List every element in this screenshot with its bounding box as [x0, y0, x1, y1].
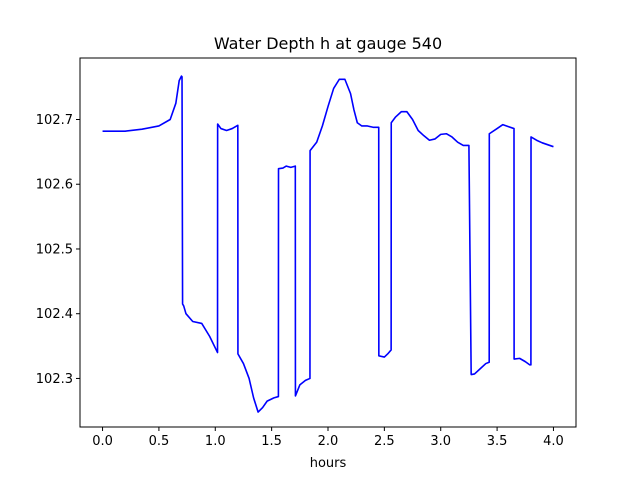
x-tick-label: 0.5	[149, 434, 170, 449]
plot-frame	[79, 57, 577, 428]
x-tick-label: 3.5	[487, 434, 508, 449]
x-axis-label: hours	[310, 456, 347, 471]
y-tick-label: 102.4	[36, 307, 73, 322]
x-tick-label: 4.0	[543, 434, 564, 449]
x-tick-label: 1.5	[261, 434, 282, 449]
chart-title: Water Depth h at gauge 540	[214, 34, 442, 53]
x-tick-label: 2.0	[318, 434, 339, 449]
y-tick-label: 102.7	[36, 113, 73, 128]
x-tick-label: 0.0	[92, 434, 113, 449]
y-tick-label: 102.3	[36, 372, 73, 387]
x-tick-label: 3.0	[430, 434, 451, 449]
x-axis: 0.0 0.5 1.0 1.5 2.0 2.5 3.0 3.5 4.0	[92, 427, 564, 449]
x-tick-label: 1.0	[205, 434, 226, 449]
x-tick-label: 2.5	[374, 434, 395, 449]
y-tick-label: 102.6	[36, 178, 73, 193]
series-layer	[102, 75, 554, 413]
y-tick-label: 102.5	[36, 242, 73, 257]
y-axis: 102.3 102.4 102.5 102.6 102.7	[36, 113, 80, 387]
series-line	[102, 75, 554, 413]
